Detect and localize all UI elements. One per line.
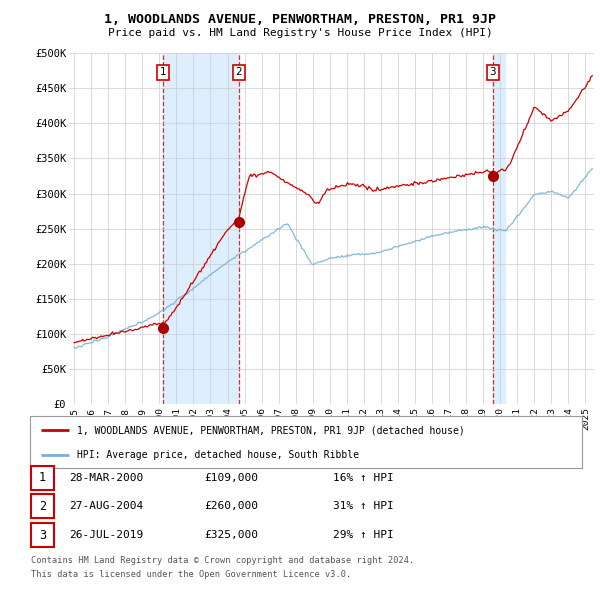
Text: HPI: Average price, detached house, South Ribble: HPI: Average price, detached house, Sout… (77, 450, 359, 460)
Text: 1, WOODLANDS AVENUE, PENWORTHAM, PRESTON, PR1 9JP: 1, WOODLANDS AVENUE, PENWORTHAM, PRESTON… (104, 13, 496, 26)
Text: This data is licensed under the Open Government Licence v3.0.: This data is licensed under the Open Gov… (31, 571, 352, 579)
Text: £260,000: £260,000 (204, 502, 258, 511)
Text: 31% ↑ HPI: 31% ↑ HPI (333, 502, 394, 511)
Text: 29% ↑ HPI: 29% ↑ HPI (333, 530, 394, 540)
Text: 16% ↑ HPI: 16% ↑ HPI (333, 473, 394, 483)
Text: 2: 2 (39, 500, 46, 513)
Text: 27-AUG-2004: 27-AUG-2004 (69, 502, 143, 511)
Bar (493, 53, 505, 404)
Text: 3: 3 (39, 529, 46, 542)
Text: Contains HM Land Registry data © Crown copyright and database right 2024.: Contains HM Land Registry data © Crown c… (31, 556, 415, 565)
Text: Price paid vs. HM Land Registry's House Price Index (HPI): Price paid vs. HM Land Registry's House … (107, 28, 493, 38)
Text: 1: 1 (160, 67, 167, 77)
Text: £109,000: £109,000 (204, 473, 258, 483)
Text: 2: 2 (235, 67, 242, 77)
Text: 28-MAR-2000: 28-MAR-2000 (69, 473, 143, 483)
Text: 26-JUL-2019: 26-JUL-2019 (69, 530, 143, 540)
Text: 1, WOODLANDS AVENUE, PENWORTHAM, PRESTON, PR1 9JP (detached house): 1, WOODLANDS AVENUE, PENWORTHAM, PRESTON… (77, 425, 464, 435)
Bar (163, 53, 239, 404)
Text: 1: 1 (39, 471, 46, 484)
Text: 3: 3 (490, 67, 496, 77)
Text: £325,000: £325,000 (204, 530, 258, 540)
